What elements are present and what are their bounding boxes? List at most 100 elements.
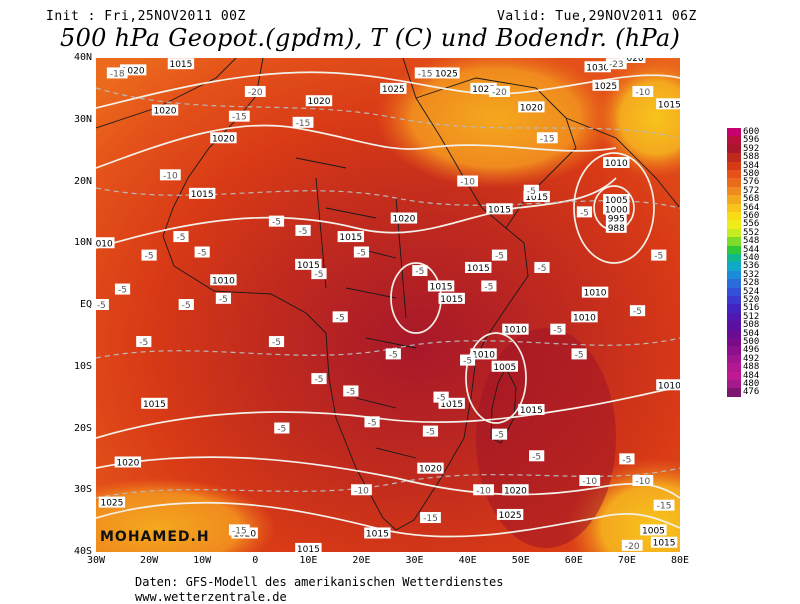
legend-label: 588 [743, 152, 760, 163]
isobar-label-box [656, 379, 680, 391]
legend-label: 572 [743, 185, 760, 196]
temperature-label-text: -5 [139, 338, 148, 348]
temperature-label-text: -5 [553, 326, 562, 336]
temperature-label-box [523, 184, 539, 196]
lon-tick-label: 60E [564, 555, 583, 566]
isobar-label: 1020 [151, 104, 179, 116]
temperature-label-box [651, 249, 667, 261]
temperature-label-text: -10 [476, 486, 491, 496]
temperature-label-text: -15 [232, 113, 247, 123]
isobar-label-text: 1015 [297, 261, 320, 271]
legend-label: 528 [743, 278, 760, 289]
isobar-label-box [433, 67, 460, 79]
isobar-label-box [295, 542, 322, 552]
temperature-label: -15 [536, 132, 558, 144]
map-title: 500 hPa Geopot.(gpdm), T (C) und Bodendr… [60, 24, 681, 52]
isobar-label: 1025 [496, 508, 524, 521]
temperature-label-box [619, 453, 635, 465]
temperature-label: -23 [605, 58, 627, 70]
lon-tick-label: 50E [511, 555, 530, 566]
isobar-label: 1015 [486, 203, 513, 215]
isobar-label-text: 1025 [435, 69, 458, 79]
legend-label: 592 [743, 143, 760, 154]
temperature-label-box [353, 246, 370, 258]
lat-tick-label: 30S [73, 484, 92, 496]
legend-swatch [727, 220, 741, 229]
isobar-1015-south [96, 387, 680, 439]
temperature-label-box [621, 539, 643, 551]
isobar-label: 1015 [364, 527, 391, 539]
isobar-label-text: 1010 [658, 381, 680, 391]
geopotential-ne-ridge [376, 58, 616, 188]
isobar-label-box [438, 397, 465, 409]
temperature-label: -5 [215, 292, 232, 305]
temperature-label-text: -5 [654, 252, 663, 262]
isobar-label-box [650, 536, 678, 548]
legend-swatch [727, 371, 741, 380]
isobar-label-box [502, 323, 529, 335]
isobar-label-box [305, 95, 333, 107]
legend-label: 508 [743, 320, 760, 331]
isobar-label-box [592, 79, 619, 91]
isobar-label-text: 1005 [605, 196, 628, 206]
isobar-label-text: 1020 [308, 97, 331, 107]
temperature-label-text: -10 [163, 171, 178, 181]
isobar-1020-sub [96, 124, 617, 169]
isobar-label-text: 1010 [605, 159, 628, 169]
temperature-label: -10 [159, 169, 181, 181]
isobar-label-box [619, 58, 646, 63]
temperature-label-box [491, 428, 508, 440]
isobar-label-text: 1030 [586, 63, 609, 73]
legend-swatch [727, 245, 741, 254]
temperature-label: -5 [534, 261, 550, 274]
legend-label: 556 [743, 219, 760, 230]
temperature-label-box [173, 231, 189, 243]
temperature-label-box [420, 512, 441, 524]
temperature-label-text: -5 [580, 208, 589, 218]
temperature-label-box [141, 249, 157, 261]
temperature-label: -5 [491, 428, 508, 441]
isobar-label-box [603, 156, 630, 168]
temperature-label: -15 [420, 512, 441, 524]
temperature-label-box [460, 354, 476, 366]
temperature-label-text: -5 [532, 452, 541, 462]
isobar-label-box [581, 286, 609, 298]
isobar-label: 1025 [98, 496, 126, 509]
isobar-label-text: 1010 [212, 276, 235, 286]
madagascar-coastline [490, 367, 517, 444]
temperature-label-text: -10 [354, 486, 369, 496]
legend-label: 600 [743, 127, 760, 137]
temperature-label: -5 [523, 184, 539, 197]
temperature-label-box [332, 311, 348, 323]
temperature-label-box [536, 132, 558, 144]
legend-label: 580 [743, 169, 760, 179]
lon-tick-label: 10W [193, 555, 212, 566]
legend-label: 520 [743, 295, 760, 305]
legend-label: 540 [743, 253, 760, 263]
legend-label: 524 [743, 286, 760, 297]
temperature-label-text: -5 [314, 375, 323, 385]
isobar-label-box [640, 524, 667, 536]
temperature-label-box [632, 474, 654, 486]
isobar-label-box [523, 190, 550, 202]
temperature-label: -5 [311, 268, 327, 280]
legend-label: 552 [743, 227, 760, 238]
temperature-label-box [385, 348, 401, 360]
temperature-label-box [629, 305, 646, 317]
legend-swatch [727, 178, 741, 187]
temperature-label-box [274, 422, 290, 434]
legend-label: 584 [743, 160, 760, 171]
temperature-label-text: -5 [389, 350, 398, 360]
temperature-label-box [579, 474, 601, 486]
isobar-label: 1020 [305, 95, 333, 107]
temperature-label-text: -5 [368, 418, 377, 428]
legend-label: 568 [743, 194, 760, 205]
isobar-label-box [603, 194, 630, 206]
legend-swatch [727, 388, 741, 397]
temperature-label-text: -15 [232, 526, 247, 536]
temperature-label: -5 [576, 206, 593, 218]
isobar-label-box [518, 403, 545, 415]
temperature-label-text: -15 [540, 134, 555, 144]
legend-label: 564 [743, 202, 760, 213]
temperature-label: -5 [268, 215, 285, 228]
